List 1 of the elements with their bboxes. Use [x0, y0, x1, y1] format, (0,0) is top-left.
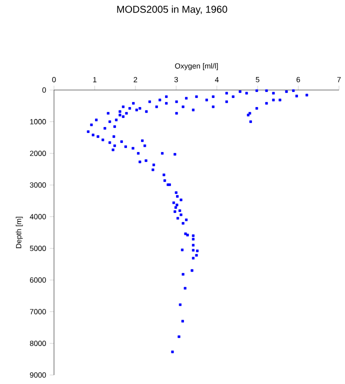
chart-title: MODS2005 in May, 1960 — [117, 6, 228, 15]
